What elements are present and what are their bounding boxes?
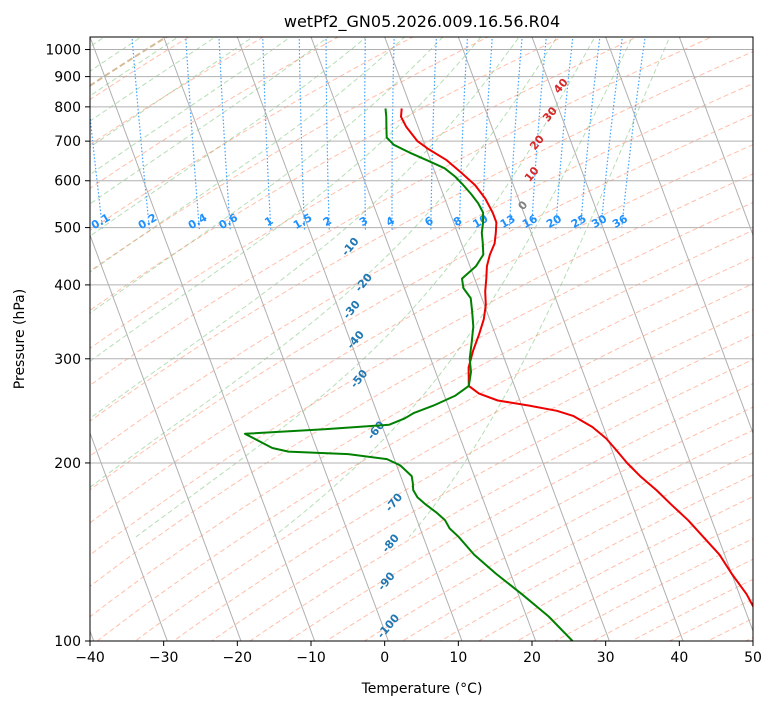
mixing-ratio-line <box>131 37 151 231</box>
mixing-ratio-line <box>430 37 438 231</box>
dry-adiabat-line <box>90 51 753 422</box>
dry-adiabat-line <box>210 334 753 641</box>
isotherm-grid-line <box>531 37 753 633</box>
moist-adiabat-line <box>90 37 520 419</box>
dry-adiabat-line <box>325 406 753 641</box>
profile-series <box>244 108 753 641</box>
x-axis: −40 −30 −20 −10 0 10 20 30 40 50 <box>75 641 762 666</box>
y-tick-label: 400 <box>54 278 81 294</box>
dry-adiabat-line <box>90 37 265 146</box>
dry-adiabat-line <box>90 113 753 491</box>
isotherm-grid-line <box>310 37 537 641</box>
temperature-profile-line <box>400 108 753 609</box>
isotherm-grid-line <box>678 37 753 237</box>
x-tick-label: 50 <box>744 650 762 666</box>
y-tick-label: 1000 <box>45 43 81 59</box>
isotherm-grid-line <box>236 37 463 641</box>
x-tick-label: −40 <box>75 650 105 666</box>
isotherm-grid-line <box>457 37 684 641</box>
mixing-ratio-line <box>363 37 367 231</box>
mixing-ratio-line <box>508 37 523 231</box>
dewpoint-profile-line <box>244 108 574 641</box>
moist-adiabat-line <box>272 37 633 538</box>
plot-frame <box>89 36 754 642</box>
dry-adiabat-line <box>90 37 340 189</box>
skewed-isotherm-grid <box>90 37 753 641</box>
x-tick-label: −30 <box>149 650 179 666</box>
mixing-ratio-line <box>481 37 493 231</box>
dry-adiabat-line <box>516 517 753 641</box>
y-tick-label: 900 <box>54 70 81 86</box>
isobar-grid <box>90 49 753 641</box>
moist-adiabat-line <box>90 37 329 205</box>
mixing-ratio-line <box>262 37 272 231</box>
dry-adiabat-line <box>90 201 753 587</box>
mixing-ratio-line <box>600 37 623 231</box>
x-tick-label: −20 <box>223 650 253 666</box>
mixing-ratio-line <box>90 110 104 231</box>
mixing-ratio-line <box>391 37 395 231</box>
moist-adiabat-line <box>90 37 217 122</box>
mixing-ratio-line <box>620 37 646 231</box>
dry-adiabat-line <box>90 173 753 556</box>
moist-adiabat-line <box>135 37 596 538</box>
isotherm-grid-line <box>384 37 610 641</box>
dry-adiabat-line <box>287 383 753 641</box>
dry-adiabat-line <box>172 309 753 641</box>
dry-adiabat-line <box>554 538 753 641</box>
x-tick-label: 20 <box>523 650 541 666</box>
isotherm-grid-line <box>605 37 753 435</box>
mixing-ratio-lines <box>90 37 646 231</box>
y-tick-label: 200 <box>54 456 81 472</box>
mixing-ratio-line <box>218 37 231 231</box>
x-axis-title: Temperature (°C) <box>361 681 483 697</box>
mixing-ratio-line <box>298 37 306 231</box>
mixing-ratio-line <box>325 37 330 231</box>
moist-adiabat-line <box>408 37 671 538</box>
mixing-ratio-line <box>555 37 574 231</box>
y-tick-label: 500 <box>54 221 81 237</box>
isotherm-grid-line <box>163 37 389 641</box>
isotherm-grid-line <box>90 37 316 641</box>
dry-adiabat-line <box>90 82 753 457</box>
x-tick-label: −10 <box>296 650 326 666</box>
moist-adiabats <box>90 37 671 538</box>
x-tick-label: 10 <box>449 650 467 666</box>
y-tick-label: 300 <box>54 352 81 368</box>
moist-adiabat-line <box>90 37 482 362</box>
chart-title: wetPf2_GN05.2026.009.16.56.R04 <box>284 12 560 32</box>
dry-adiabat-line <box>90 37 639 349</box>
y-tick-label: 800 <box>54 100 81 116</box>
moist-adiabat-line <box>90 37 254 148</box>
dry-adiabats <box>90 37 753 641</box>
x-tick-label: 30 <box>597 650 615 666</box>
y-tick-label: 600 <box>54 174 81 190</box>
y-axis-title: Pressure (hPa) <box>12 289 28 389</box>
mixing-ratio-line <box>530 37 547 231</box>
isotherm-grid-line <box>90 233 242 641</box>
moist-adiabat-line <box>90 37 292 176</box>
mixing-ratio-line <box>579 37 601 231</box>
y-axis: 100 200 300 400 500 600 700 800 900 1000 <box>45 43 90 650</box>
mixing-ratio-line <box>458 37 469 231</box>
x-tick-label: 0 <box>380 650 389 666</box>
moist-adiabat-line <box>90 37 180 97</box>
dry-adiabat-line <box>249 358 753 641</box>
moist-adiabat-line <box>90 37 444 314</box>
mixing-ratio-line <box>185 37 201 231</box>
dry-adiabat-line <box>477 496 753 641</box>
dry-adiabat-line <box>96 256 753 641</box>
moist-adiabat-line <box>90 37 406 273</box>
dry-adiabat-line <box>90 229 753 618</box>
moist-adiabat-line <box>90 37 558 488</box>
y-tick-label: 100 <box>54 634 81 650</box>
plot-area: -100-90-80-70-60-50-40-30-20-10 0.1 0.2 0.… <box>90 37 753 641</box>
y-tick-label: 700 <box>54 134 81 150</box>
isotherm-grid-line <box>90 431 168 641</box>
x-tick-label: 40 <box>670 650 688 666</box>
